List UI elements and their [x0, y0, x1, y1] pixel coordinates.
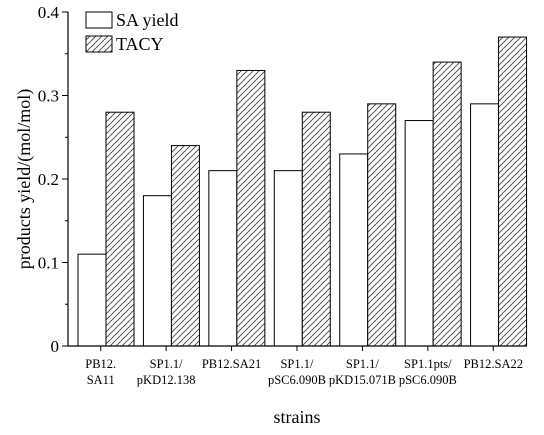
bar-tacy-1: [105, 111, 135, 347]
bar-tacy-5: [367, 103, 397, 347]
x-tick-label: SP1.1/: [280, 357, 314, 371]
bar-sa-yield-5: [339, 153, 369, 347]
bar-sa-yield-7: [470, 103, 500, 347]
y-tick-label: 0: [51, 337, 60, 356]
bars-layer: [77, 36, 528, 347]
x-tick-label: pKD12.138: [137, 373, 196, 387]
axes-layer: [62, 11, 526, 351]
bar-tacy-2: [170, 145, 200, 347]
bar-tacy-3: [236, 69, 266, 347]
labels-layer: 0 0.1 0.2 0.3 0.4 PB12. SA11 SP1.1/pKD12.138 PB1…: [14, 3, 523, 427]
x-tick-label: SA11: [87, 373, 115, 387]
x-tick-label: SP1.1/: [346, 357, 380, 371]
x-tick-label: PB12.SA21: [202, 357, 261, 371]
bar-sa-yield-6: [404, 120, 434, 347]
x-tick-label: pSC6.090B: [399, 373, 457, 387]
bar-tacy-6: [432, 61, 462, 347]
bar-sa-yield-3: [208, 170, 238, 347]
x-tick-label: pSC6.090B: [268, 373, 326, 387]
y-tick-label: 0.3: [38, 87, 59, 106]
bar-tacy-4: [301, 111, 331, 347]
y-tick-label: 0.1: [38, 254, 59, 273]
bar-sa-yield-4: [273, 170, 303, 347]
y-tick-label: 0.4: [38, 3, 60, 22]
y-axis-title: products yield/(mol/mol): [14, 89, 35, 269]
y-tick-label: 0.2: [38, 170, 59, 189]
legend-label: TACY: [116, 34, 164, 54]
x-axis-title: strains: [274, 407, 321, 427]
x-tick-label: PB12.SA22: [464, 357, 523, 371]
x-tick-label: PB12.: [85, 357, 116, 371]
legend-swatch: [85, 35, 113, 53]
x-tick-label: pKD15.071B: [329, 373, 396, 387]
x-tick-label: SP1.1/: [150, 357, 184, 371]
bar-sa-yield-2: [142, 195, 172, 347]
legend: SA yield TACY: [85, 10, 179, 54]
bar-sa-yield-1: [77, 253, 107, 347]
legend-swatch: [85, 11, 113, 29]
bar-tacy-7: [498, 36, 528, 347]
legend-label: SA yield: [116, 10, 179, 30]
x-tick-label: SP1.1pts/: [404, 357, 452, 371]
